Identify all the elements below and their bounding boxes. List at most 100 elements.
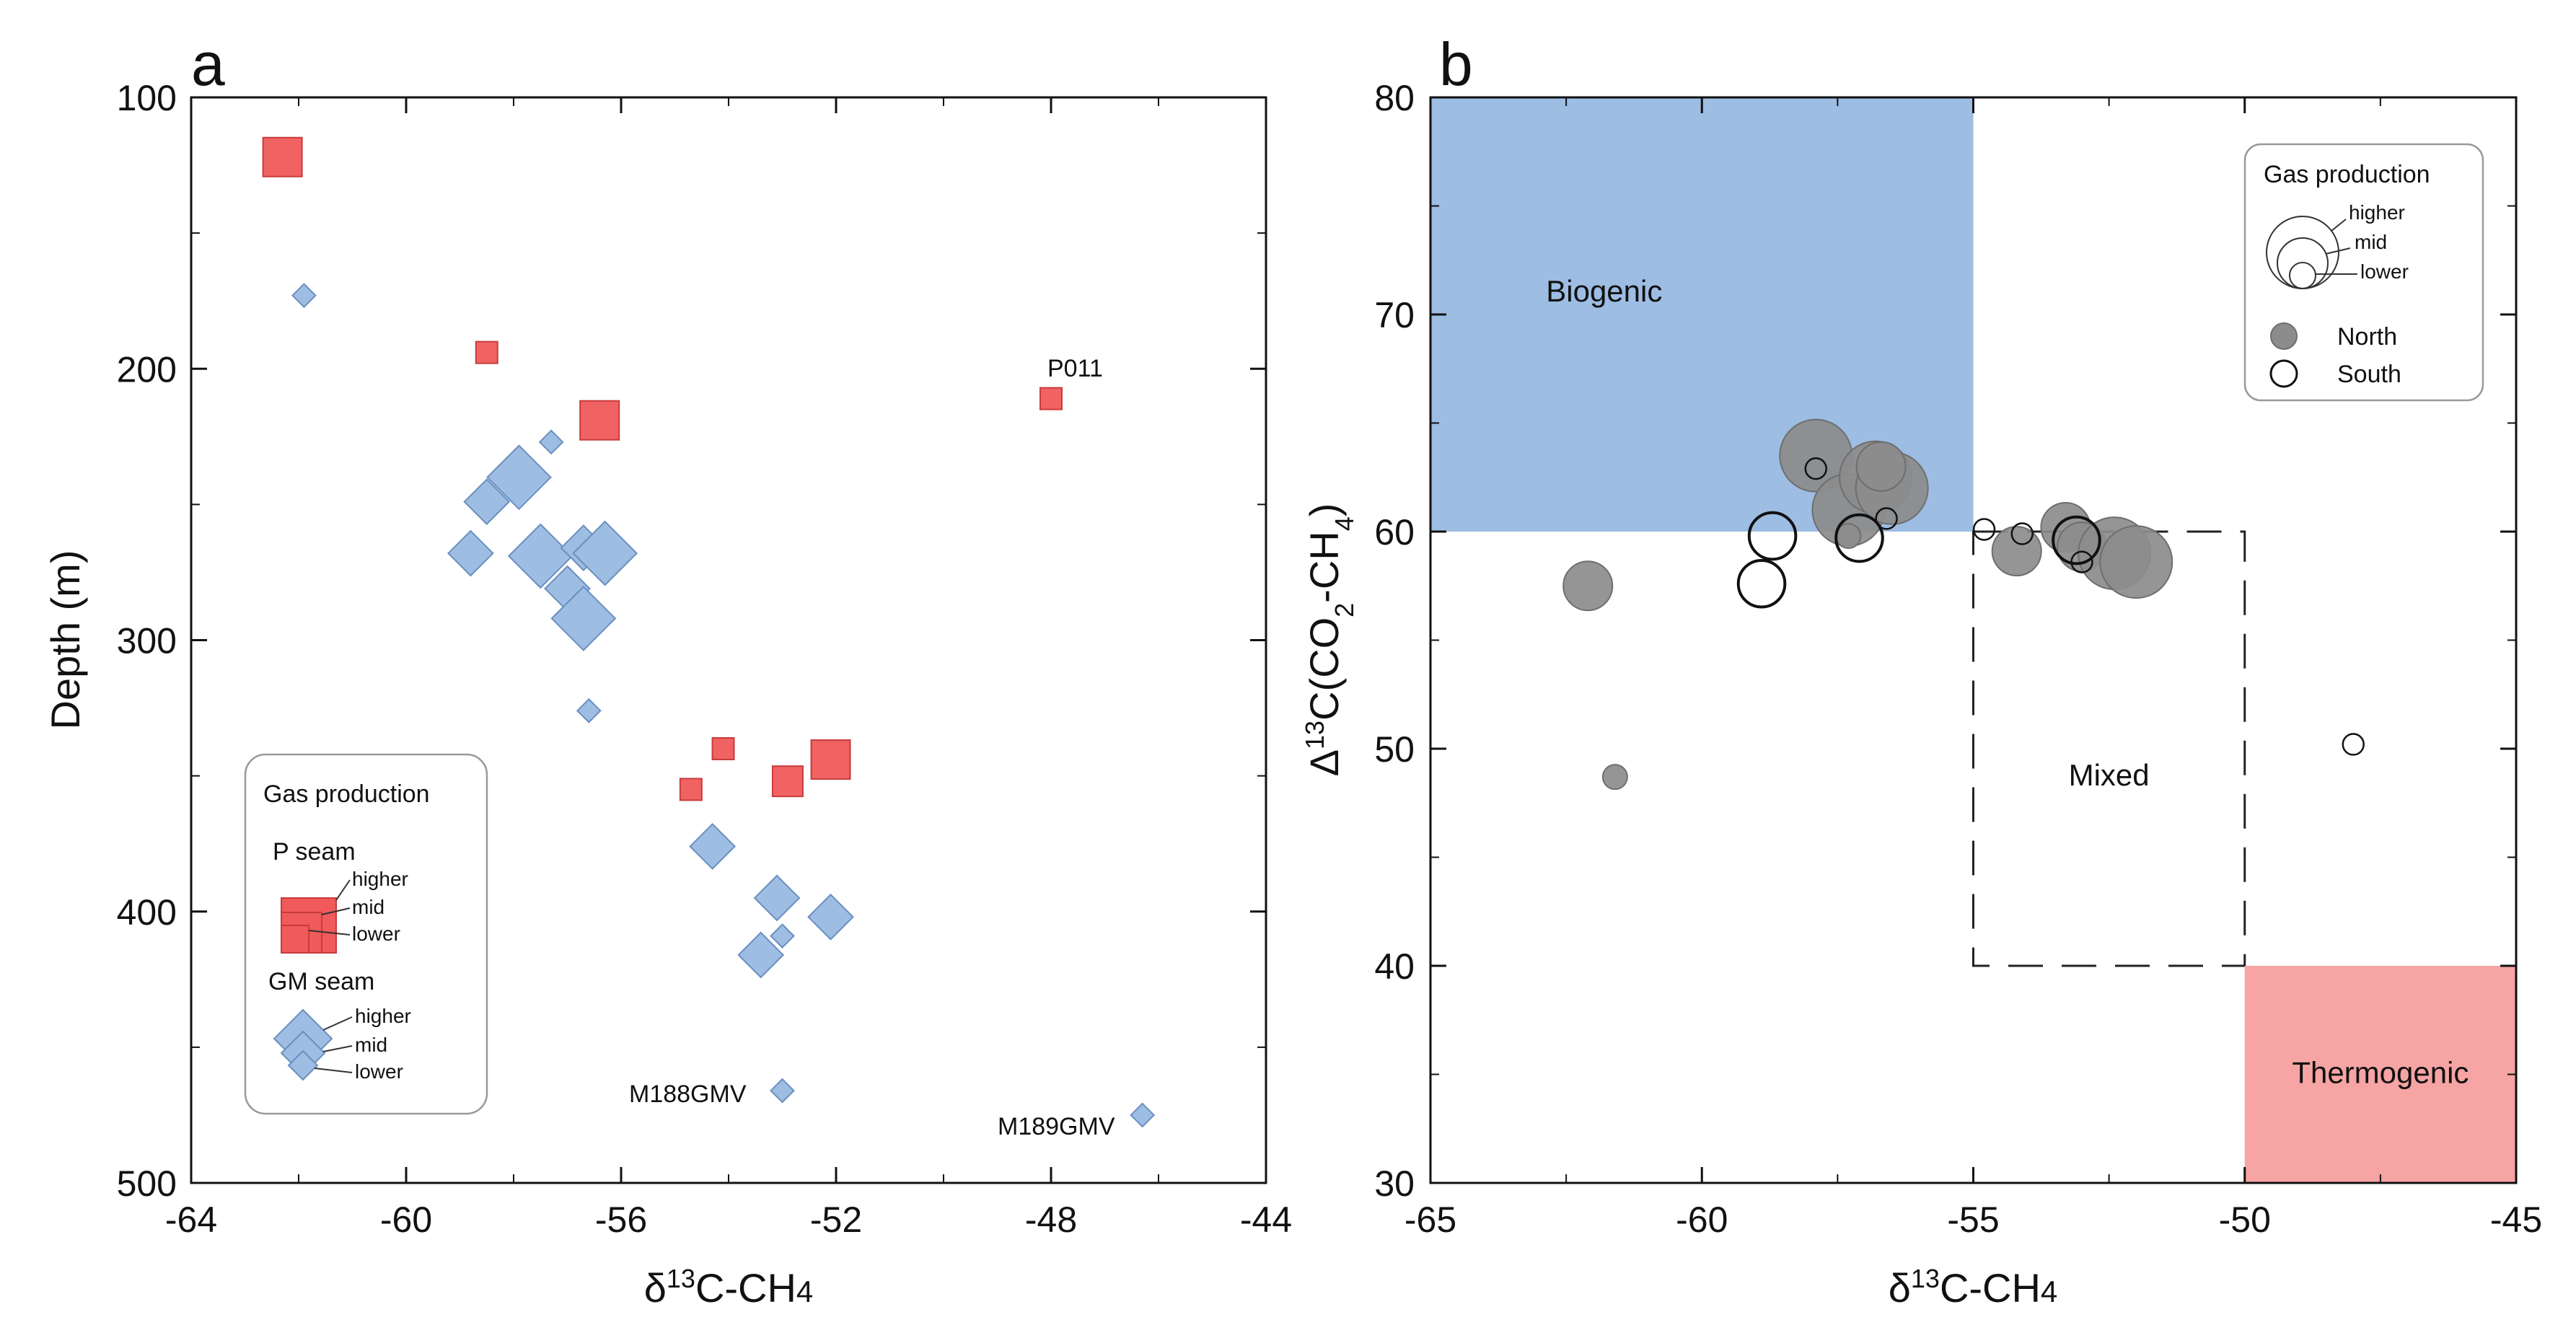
south-point <box>1834 513 1884 563</box>
legend-gm-lead-mid <box>322 1045 353 1052</box>
legend-gm-lead-lower <box>314 1068 353 1073</box>
legend-p-lead-lower <box>308 930 351 936</box>
panel-b-plot-area: Biogenic Mixed Thermogenic <box>1430 97 2516 1183</box>
legend-b-north: North <box>2337 323 2397 351</box>
legend-b-circle-lower <box>2289 262 2316 289</box>
gm-seam-point <box>807 893 854 941</box>
legend-gm-lower: lower <box>355 1060 403 1083</box>
south-point <box>2070 550 2093 573</box>
y-tick-label: 400 <box>117 892 177 933</box>
legend-p-seam: P seam <box>273 838 356 866</box>
legend-p-mid: mid <box>352 896 384 918</box>
panel-b-xlabel: δ13C-CH4 <box>1889 1264 2058 1311</box>
region-label-thermogenic: Thermogenic <box>2292 1056 2469 1090</box>
y-tick-label: 70 <box>1374 295 1415 335</box>
gm-seam-point <box>463 478 511 526</box>
panel-a-ticks: -64 -60 -56 -52 -48 -44 100 200 300 400 500 <box>117 78 1293 1240</box>
panel-b-legend: Gas production higher mid lower North So… <box>2243 143 2484 402</box>
region-mixed <box>1972 530 2246 967</box>
x-tick-label: -65 <box>1405 1200 1456 1240</box>
legend-b-higher: higher <box>2349 201 2405 224</box>
gm-seam-point <box>770 923 795 949</box>
legend-b-lower: lower <box>2360 260 2409 283</box>
label-m188gmv: M188GMV <box>629 1080 747 1108</box>
gm-seam-point <box>538 429 564 455</box>
legend-gm-higher: higher <box>355 1005 411 1027</box>
gm-seam-point <box>689 823 737 870</box>
p-seam-point <box>475 340 498 364</box>
panel-a-legend: Gas production P seam higher mid lower G… <box>244 753 488 1115</box>
south-point <box>2342 733 2365 756</box>
legend-b-north-marker <box>2270 322 2298 350</box>
south-point <box>2052 515 2101 565</box>
gm-seam-point <box>486 444 552 511</box>
south-point <box>1804 457 1827 480</box>
legend-b-lead-higher <box>2331 219 2347 232</box>
panel-b-letter: b <box>1439 30 1473 98</box>
north-point <box>2099 525 2173 599</box>
panel-b-ticks: -65 -60 -55 -50 -45 30 40 50 60 70 80 <box>1374 78 2542 1240</box>
panel-a: a -64 -60 -56 -52 -48 -44 100 200 300 400 500 δ13C… <box>43 30 1292 1311</box>
legend-square-stack <box>281 897 337 954</box>
y-tick-label: 80 <box>1374 78 1415 118</box>
gm-seam-point <box>572 520 638 586</box>
panel-a-plot-area <box>262 136 1156 1128</box>
gm-seam-point <box>770 1078 795 1104</box>
x-tick-label: -64 <box>165 1200 217 1240</box>
panel-b-ylabel: Δ13C(CO2-CH4) <box>1300 503 1359 777</box>
panel-a-ylabel: Depth (m) <box>43 550 88 730</box>
legend-title: Gas production <box>263 780 430 808</box>
north-point <box>1991 526 2042 577</box>
gm-seam-point <box>447 529 494 577</box>
gm-seam-point <box>1130 1102 1156 1128</box>
x-tick-label: -56 <box>595 1200 647 1240</box>
gm-seam-point <box>737 931 785 979</box>
legend-b-south: South <box>2337 361 2401 388</box>
legend-b-lead-mid <box>2325 247 2351 255</box>
north-point <box>1562 560 1614 612</box>
y-tick-label: 40 <box>1374 946 1415 987</box>
legend-p-lead-mid <box>321 907 351 915</box>
gm-seam-point <box>291 283 317 309</box>
legend-gm-lead-higher <box>322 1016 353 1031</box>
gm-seam-point <box>507 523 573 589</box>
legend-diamond-lower <box>287 1049 319 1081</box>
legend-p-lead-higher <box>335 879 351 901</box>
legend-gm-mid: mid <box>355 1034 387 1056</box>
south-point <box>2010 522 2034 545</box>
x-tick-label: -50 <box>2219 1200 2271 1240</box>
y-tick-label: 500 <box>117 1163 177 1204</box>
y-tick-label: 200 <box>117 349 177 389</box>
p-seam-point <box>1039 387 1063 410</box>
y-tick-label: 100 <box>117 78 177 118</box>
gm-seam-point <box>550 585 617 651</box>
legend-p-lower: lower <box>352 923 400 945</box>
y-tick-label: 300 <box>117 621 177 661</box>
p-seam-point <box>679 778 703 801</box>
legend-diamond-stack <box>273 1008 333 1081</box>
region-thermogenic <box>2244 966 2516 1183</box>
x-tick-label: -44 <box>1240 1200 1292 1240</box>
x-tick-label: -48 <box>1025 1200 1077 1240</box>
south-point <box>1747 511 1798 561</box>
north-point <box>1855 441 1907 492</box>
south-point <box>1736 558 1787 609</box>
p-seam-point <box>810 739 851 780</box>
legend-square-lower <box>281 925 309 954</box>
legend-b-mid: mid <box>2355 231 2387 253</box>
label-p011: P011 <box>1047 355 1103 382</box>
legend-b-box <box>2243 143 2484 402</box>
x-tick-label: -52 <box>810 1200 862 1240</box>
south-point <box>1972 518 1996 541</box>
north-point <box>1601 764 1628 791</box>
legend-gm-seam: GM seam <box>268 968 374 995</box>
region-label-mixed: Mixed <box>2069 758 2150 792</box>
p-seam-point <box>711 737 735 760</box>
x-tick-label: -60 <box>1676 1200 1728 1240</box>
p-seam-point <box>262 136 303 177</box>
region-label-biogenic: Biogenic <box>1546 274 1662 308</box>
panel-a-letter: a <box>191 30 225 98</box>
y-tick-label: 50 <box>1374 729 1415 770</box>
y-tick-label: 30 <box>1374 1163 1415 1204</box>
